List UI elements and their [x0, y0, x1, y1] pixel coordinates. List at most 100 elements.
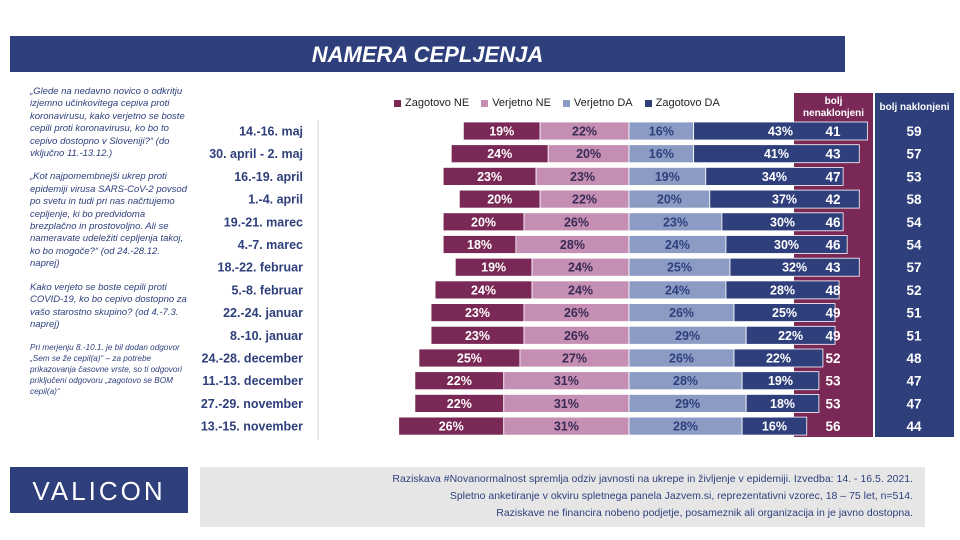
bar-segment: [733, 303, 836, 323]
summary-da-value: 57: [906, 147, 921, 162]
data-label: 22%: [766, 352, 791, 366]
category-label: 18.-22. februar: [218, 261, 304, 275]
data-label: 31%: [554, 420, 579, 434]
legend-swatch: [394, 99, 401, 107]
summary-ne-value: 47: [825, 169, 840, 184]
summary-da-value: 52: [906, 283, 921, 298]
data-label: 24%: [568, 261, 593, 275]
summary-da-value: 54: [906, 238, 922, 253]
summary-da-value: 48: [906, 351, 922, 366]
data-label: 20%: [471, 215, 496, 229]
data-label: 20%: [657, 193, 682, 207]
title-bar: NAMERA CEPLJENJA: [10, 36, 845, 72]
bar-segment: [729, 257, 860, 277]
data-label: 24%: [471, 283, 496, 297]
data-label: 25%: [457, 352, 482, 366]
summary-da-value: 59: [906, 124, 921, 139]
data-label: 28%: [770, 283, 795, 297]
summary-da-value: 47: [906, 396, 921, 411]
data-label: 22%: [572, 193, 597, 207]
legend-item-zagotovo-ne: Zagotovo NE: [394, 96, 469, 110]
data-label: 22%: [778, 329, 803, 343]
category-label: 30. april - 2. maj: [209, 147, 303, 161]
data-label: 32%: [782, 261, 807, 275]
legend-item-zagotovo-da: Zagotovo DA: [644, 96, 720, 110]
summary-ne-value: 56: [825, 419, 841, 434]
data-label: 24%: [568, 283, 593, 297]
header-bolj-naklonjeni: bolj naklonjeni: [875, 93, 954, 123]
data-label: 43%: [768, 125, 793, 139]
bar-segment: [725, 280, 840, 300]
data-label: 28%: [560, 238, 585, 252]
data-label: 25%: [772, 306, 797, 320]
category-label: 27.-29. november: [201, 397, 303, 411]
data-label: 41%: [764, 147, 789, 161]
data-label: 24%: [665, 238, 690, 252]
data-label: 34%: [762, 170, 787, 184]
note-small: Pri merjenju 8.-10.1. je bil dodan odgov…: [30, 343, 183, 397]
note-3: Kako verjeto se boste cepili proti COVID…: [30, 281, 187, 330]
bar-segment: [721, 212, 844, 232]
data-label: 30%: [774, 238, 799, 252]
category-label: 8.-10. januar: [230, 329, 303, 343]
bar-segment: [741, 416, 808, 436]
data-label: 26%: [669, 306, 694, 320]
note-2: „Kot najpomembnejši ukrep proti epidemij…: [30, 171, 187, 270]
legend-label: Zagotovo DA: [655, 97, 720, 109]
legend-item-verjetno-da: Verjetno DA: [562, 96, 633, 110]
data-label: 19%: [768, 374, 793, 388]
data-label: 18%: [770, 397, 795, 411]
data-label: 26%: [439, 420, 464, 434]
data-label: 29%: [675, 329, 700, 343]
category-label: 24.-28. december: [202, 352, 304, 366]
data-label: 19%: [489, 125, 514, 139]
category-label: 19.-21. marec: [224, 215, 303, 229]
bar-segment: [741, 371, 820, 391]
data-label: 18%: [467, 238, 492, 252]
data-label: 22%: [447, 397, 472, 411]
note-1: „Glede na nedavno novico o odkritju izje…: [30, 86, 185, 160]
data-label: 30%: [770, 215, 795, 229]
bar-segment: [725, 235, 848, 254]
summary-ne-value: 53: [825, 374, 841, 389]
chart-title: NAMERA CEPLJENJA: [311, 42, 544, 67]
data-label: 16%: [762, 420, 787, 434]
data-label: 16%: [649, 147, 674, 161]
legend-swatch: [562, 99, 570, 107]
data-label: 28%: [673, 420, 698, 434]
logo-text: VALICON: [32, 476, 166, 506]
bar-segment: [709, 189, 860, 209]
footer-line-1: Raziskava #Novanormalnost spremlja odziv…: [392, 473, 913, 485]
data-label: 26%: [564, 215, 589, 229]
legend-label: Zagotovo NE: [405, 97, 470, 109]
legend-swatch: [644, 99, 652, 107]
legend-label: Verjetno DA: [573, 97, 633, 109]
data-label: 26%: [669, 352, 694, 366]
data-label: 22%: [572, 125, 597, 139]
summary-da-value: 51: [906, 328, 922, 343]
data-label: 31%: [554, 397, 579, 411]
bar-segment: [705, 166, 844, 186]
summary-ne-value: 53: [825, 396, 841, 411]
data-label: 23%: [663, 215, 688, 229]
summary-da-value: 51: [906, 306, 922, 321]
bar-segment: [693, 144, 860, 164]
category-label: 11.-13. december: [202, 374, 303, 388]
summary-da-value: 47: [906, 374, 921, 389]
data-label: 27%: [562, 352, 587, 366]
category-label: 22.-24. januar: [223, 306, 303, 320]
summary-ne-value: 43: [825, 147, 841, 162]
summary-da-value: 57: [906, 260, 921, 275]
category-label: 13.-15. november: [201, 420, 303, 434]
bar-segment: [693, 121, 868, 141]
data-label: 25%: [667, 261, 692, 275]
category-label: 5.-8. februar: [231, 283, 303, 297]
data-label: 22%: [447, 374, 472, 388]
data-label: 26%: [564, 306, 589, 320]
summary-ne-value: 42: [825, 192, 840, 207]
category-label: 14.-16. maj: [239, 125, 303, 139]
summary-ne-value: 46: [825, 215, 841, 230]
summary-da-value: 44: [906, 419, 922, 434]
data-label: 23%: [477, 170, 502, 184]
